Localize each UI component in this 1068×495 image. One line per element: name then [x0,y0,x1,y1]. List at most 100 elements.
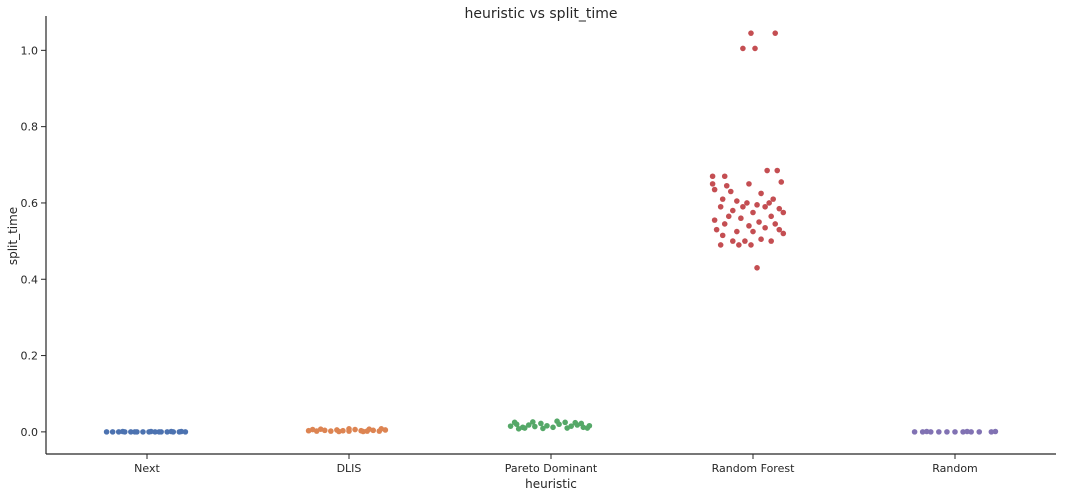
data-point [128,429,134,435]
data-point [119,428,126,435]
data-point [584,425,591,431]
data-point [360,428,366,435]
data-point [744,200,750,206]
data-point [770,196,776,202]
data-point [738,215,744,222]
data-point [762,203,768,210]
data-point [780,230,787,237]
x-tick-label-next: Next [134,462,160,475]
data-point [742,238,748,244]
data-point [538,420,544,427]
data-point [750,228,756,235]
data-point [711,217,718,223]
data-point [740,45,746,52]
x-ticks: Next DLIS Pareto Dominant Random Forest Rand… [134,454,978,475]
data-point [936,429,942,435]
data-point [919,429,926,435]
data-points [103,30,999,435]
data-point [366,426,373,433]
data-point [944,429,950,435]
data-point [109,429,116,435]
data-point [758,190,764,197]
data-point [132,429,138,435]
data-point [723,182,730,189]
x-tick-label-random-forest: Random Forest [712,462,795,475]
data-point [927,429,934,435]
data-point [976,429,983,435]
data-point [911,429,918,435]
data-point [730,207,736,214]
data-point [721,221,728,227]
data-point [758,236,764,242]
data-point [717,203,724,210]
y-tick-label: 1.0 [21,44,39,57]
data-point [578,420,585,427]
x-tick-label-pareto-dominant: Pareto Dominant [505,462,598,475]
data-point [734,228,740,235]
data-point [734,198,740,204]
data-point [711,186,718,193]
data-point [754,265,760,271]
data-point [168,428,175,435]
data-point [554,418,560,424]
data-point [960,429,966,435]
points-dlis [305,426,389,435]
data-point [754,202,760,208]
data-point [562,419,568,426]
data-point [776,226,783,233]
data-point [750,209,756,216]
data-point [727,188,734,195]
data-point [766,200,772,206]
data-point [762,224,768,231]
data-point [768,238,774,244]
data-point [780,209,787,216]
data-point [988,429,995,435]
data-point [103,429,110,435]
data-point [346,426,352,432]
x-tick-label-random: Random [932,462,978,475]
data-point [572,419,579,426]
data-point [746,181,752,187]
data-point [182,429,189,435]
data-point [709,181,716,187]
data-point [778,179,785,185]
data-point [511,419,518,426]
data-point [721,173,728,180]
data-point [540,425,546,432]
data-point [544,422,550,429]
data-point [730,238,736,244]
x-tick-label-dlis: DLIS [337,462,362,475]
points-random [911,428,999,435]
y-tick-label: 0.2 [21,350,39,363]
data-point [515,426,522,432]
data-point [564,425,570,431]
data-point [530,419,536,425]
data-point [923,428,930,435]
data-point [140,429,146,435]
y-axis-label: split_time [6,207,20,265]
data-point [317,426,324,433]
y-tick-label: 0.4 [21,273,39,286]
data-point [178,428,185,435]
data-point [148,428,154,435]
data-point [164,429,170,435]
data-point [768,213,774,220]
chart-title: heuristic vs split_time [465,6,618,22]
points-pareto-dominant [507,418,593,432]
data-point [550,424,556,431]
data-point [719,196,726,202]
data-point [776,205,783,212]
data-point [725,213,732,220]
data-point [756,219,762,225]
data-point [772,30,779,36]
data-point [156,429,162,435]
data-point [328,428,334,434]
data-point [336,428,342,435]
data-point [709,173,716,180]
data-point [740,203,746,210]
data-point [115,429,122,435]
y-tick-label: 0.6 [21,197,39,210]
data-point [713,226,720,233]
points-random-forest [709,30,787,271]
data-point [736,242,742,248]
